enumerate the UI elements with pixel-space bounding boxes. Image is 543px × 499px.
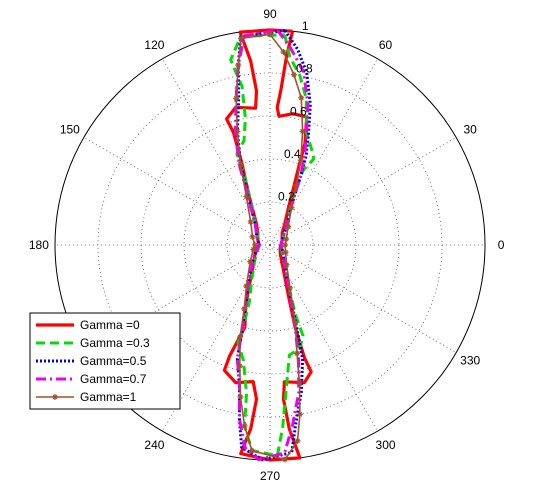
legend-label: Gamma=1 [80,390,137,404]
radial-tick-label: 1 [302,19,309,33]
grid-circle [226,201,314,289]
series-point-marker [237,393,244,400]
series-point-marker [267,31,273,38]
series-point-marker [290,71,297,78]
series-point-marker [241,305,248,312]
series-point-marker [250,246,257,253]
series-point-marker [241,422,248,429]
series-layer [222,28,316,463]
series-point-marker [299,128,306,135]
series-point-marker [243,282,250,289]
radial-tick-label: 0.2 [278,189,295,203]
radial-tick-label: 0.6 [290,104,307,118]
series-point-marker [235,62,242,69]
angle-tick-label: 60 [379,38,393,52]
angle-tick-label: 0 [498,238,505,252]
series-point-marker [297,157,304,164]
angle-tick-label: 90 [263,7,277,21]
series-point-marker [236,362,243,369]
series-point-marker [281,456,288,463]
legend-marker [52,394,58,400]
series-point-marker [249,233,256,240]
series-point-marker [296,380,303,387]
series-point-marker [286,284,293,291]
legend: Gamma =0 Gamma =0.3 Gamma=0.5 Gamma=0.7 Gamm… [29,312,181,410]
series-point-marker [237,35,244,42]
angle-tick-label: 30 [463,122,477,136]
series-point-marker [294,437,301,444]
legend-label: Gamma =0 [80,318,140,332]
series-point-marker [280,48,287,55]
series-point-marker [237,334,244,341]
series-point-marker [288,204,295,211]
legend-label: Gamma=0.5 [80,354,147,368]
grid-spoke [83,137,271,246]
series-point-marker [296,411,303,418]
series-point-marker [243,193,250,200]
radial-tick-label: 0.4 [284,147,301,161]
series-point-marker [237,161,244,168]
legend-label: Gamma=0.7 [80,372,147,386]
series-point-marker [233,95,240,102]
series-point-marker [298,94,305,101]
angle-tick-label: 300 [376,438,396,452]
series-point-marker [282,249,289,256]
series-point-marker [283,261,290,268]
series-point-marker [247,258,254,265]
angle-tick-label: 330 [460,354,480,368]
series-point-marker [285,223,292,230]
legend-label: Gamma =0.3 [80,336,150,350]
series-point-marker [251,242,258,248]
series-point-marker [293,183,300,190]
angle-tick-label: 270 [260,469,280,483]
grid-circle [183,158,357,332]
series-point-marker [234,128,241,135]
series-point-marker [294,350,301,357]
angle-tick-label: 240 [144,438,164,452]
radial-tick-label: 0.8 [296,62,313,76]
angle-tick-label: 120 [144,38,164,52]
series-point-marker [249,447,256,454]
series-point-marker [282,242,289,248]
series-point-marker [247,218,254,225]
series-point-marker [283,236,290,243]
angle-tick-label: 180 [29,238,49,252]
series-point-marker [292,319,299,326]
angle-tick-label: 150 [60,122,80,136]
legend-box [29,312,181,410]
label-layer: 03060901201501802102402703003300.20.40.6… [29,7,505,483]
